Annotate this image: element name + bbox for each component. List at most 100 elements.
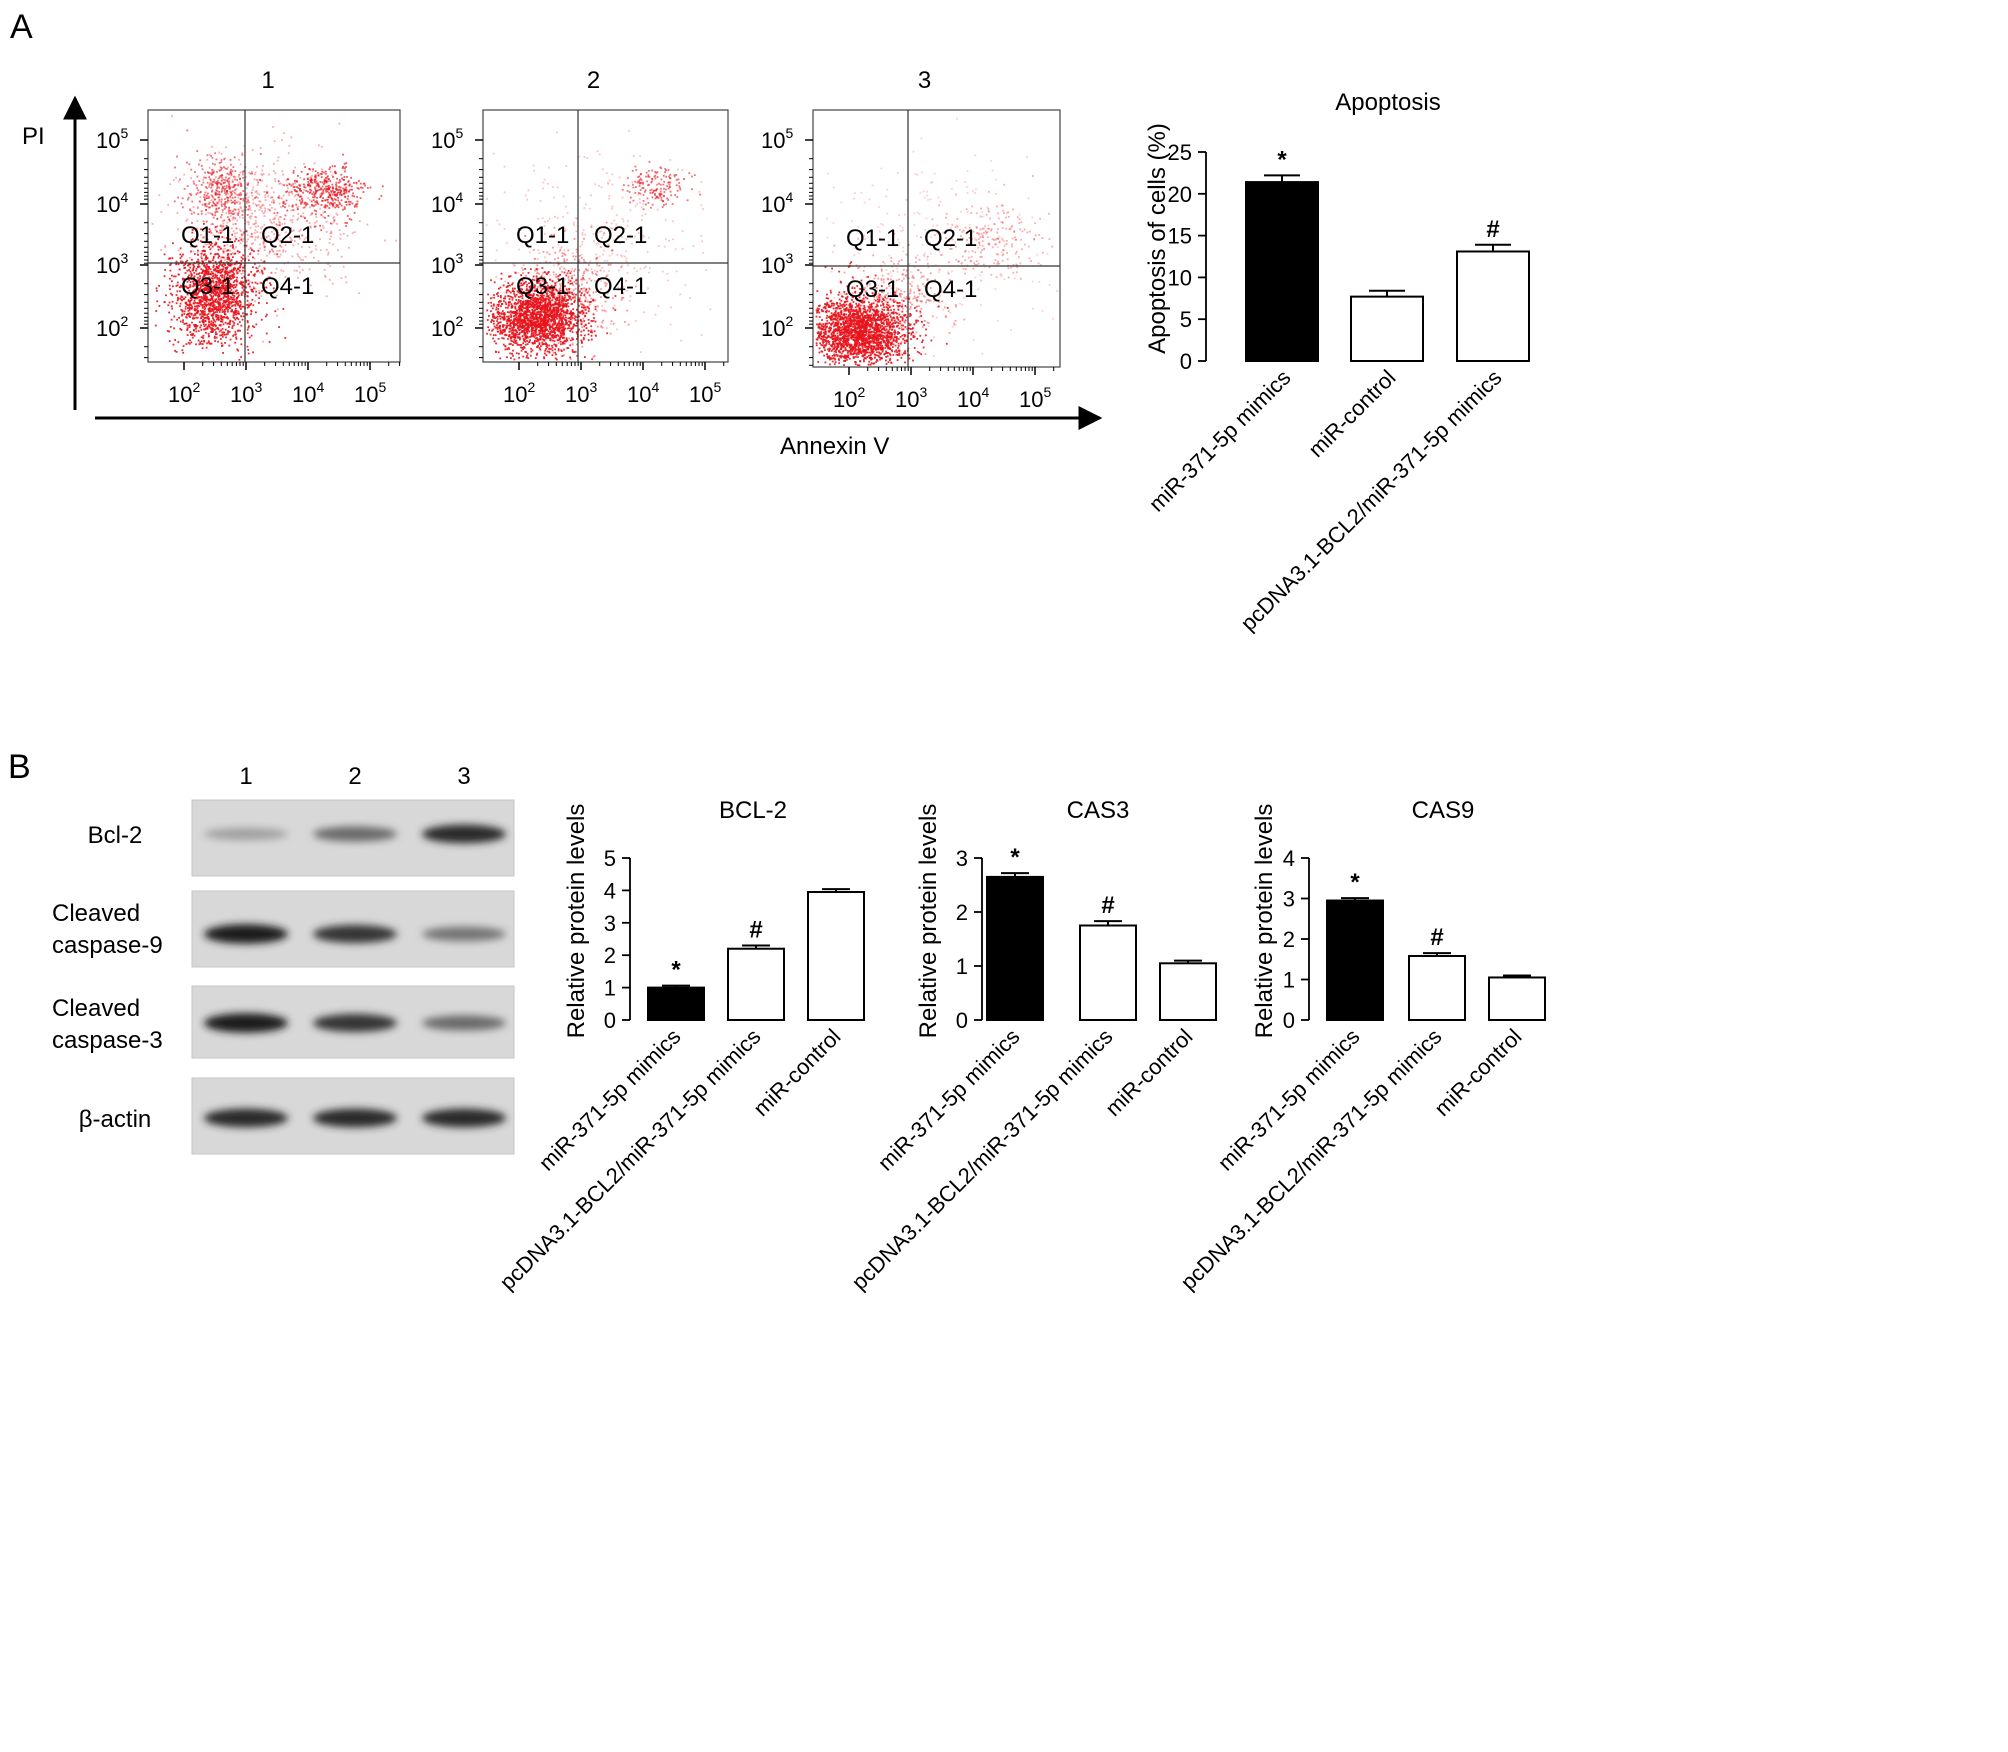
- chart-y-tick-label: 25: [1168, 140, 1192, 165]
- bar-chart-4: CAS9 Relative protein levels 0 1 2 3 4 * miR-371…: [1176, 797, 1546, 1295]
- chart-y-tick-label: 3: [604, 911, 616, 936]
- chart-category-label: miR-control: [748, 1024, 845, 1121]
- chart-category-label: miR-control: [1303, 365, 1400, 462]
- blot-lane-label: 2: [348, 763, 361, 790]
- panel-b-label: B: [8, 748, 31, 786]
- bar: [1159, 962, 1217, 1021]
- blot-band: [422, 824, 506, 844]
- blot-band: [313, 826, 397, 842]
- bar: [647, 986, 705, 1021]
- chart-y-tick-label: 1: [956, 954, 968, 979]
- chart-y-tick-label: 0: [604, 1008, 616, 1033]
- chart-y-axis-label: Relative protein levels: [915, 804, 942, 1039]
- quadrant-label: Q1-1: [846, 225, 899, 252]
- flow-plot-title: 1: [261, 67, 274, 94]
- flow-y-tick-label: 104: [431, 189, 463, 217]
- bar: [1488, 976, 1546, 1021]
- chart-y-tick-label: 2: [1283, 927, 1295, 952]
- flow-dots: [151, 115, 398, 361]
- blot-row-label: β-actin: [79, 1106, 152, 1133]
- flow-y-tick-label: 105: [96, 125, 128, 153]
- blot-row: Cleaved caspase-3: [52, 985, 515, 1059]
- bar-chart-1: Apoptosis Apoptosis of cells (%) 0 5 10 15 20 2…: [1144, 89, 1530, 636]
- blot-band: [204, 827, 288, 841]
- figure: A B PI Annexin V 1Q1-1 Q2-1Q3-1 Q4-1105104…: [8, 8, 1546, 1295]
- chart-category-label: miR-control: [1100, 1024, 1197, 1121]
- chart-y-axis-label: Relative protein levels: [563, 804, 590, 1039]
- flow-y-tick-label: 102: [96, 313, 128, 341]
- flow-x-tick-label: 104: [957, 384, 989, 412]
- quadrant-label: Q1-1: [516, 222, 569, 249]
- chart-y-tick-label: 0: [956, 1008, 968, 1033]
- significance-marker: *: [671, 957, 681, 984]
- significance-marker: #: [1430, 924, 1443, 951]
- bar: [1079, 924, 1137, 1021]
- blot-row: Cleaved caspase-9: [52, 890, 515, 968]
- flow-master-axes: PI Annexin V: [22, 95, 1103, 460]
- flow-y-tick-label: 105: [431, 125, 463, 153]
- chart-y-tick-label: 4: [604, 878, 616, 903]
- quadrant-label: Q3-1: [181, 273, 234, 300]
- chart-category-label: miR-control: [1429, 1024, 1526, 1121]
- flow-dots: [815, 117, 1058, 367]
- flow-plot-2: 2 Q1-1 Q2-1 Q3-1 Q4-1 105 104 103 102 102 103 104 10…: [431, 67, 729, 407]
- quadrant-label: Q2-1: [924, 225, 977, 252]
- chart-y-tick-label: 3: [956, 846, 968, 871]
- bar: [1350, 295, 1424, 362]
- chart-y-tick-label: 3: [1283, 887, 1295, 912]
- flow-plot-frame: [482, 109, 729, 363]
- chart-y-tick-label: 5: [604, 846, 616, 871]
- panel-a-label: A: [10, 8, 33, 46]
- chart-y-tick-label: 0: [1180, 349, 1192, 374]
- bar: [1326, 899, 1384, 1022]
- flow-x-tick-label: 104: [627, 379, 659, 407]
- flow-x-tick-label: 105: [1019, 384, 1051, 412]
- flow-x-tick-label: 102: [503, 379, 535, 407]
- blot-row: Bcl-2: [88, 799, 515, 877]
- chart-y-tick-label: 0: [1283, 1008, 1295, 1033]
- flow-y-tick-label: 104: [96, 189, 128, 217]
- quadrant-label: Q3-1: [846, 276, 899, 303]
- blot-band: [204, 924, 288, 944]
- chart-title: BCL-2: [719, 797, 787, 824]
- flow-plot-title: 2: [587, 67, 600, 94]
- flow-plot-1: 1 Q1-1 Q2-1 Q3-1 Q4-1 105 104 103 102 102 103 104 10…: [96, 67, 401, 407]
- chart-category-label: miR-371-5p mimics: [1213, 1024, 1365, 1176]
- blot-row: β-actin: [79, 1077, 515, 1155]
- quadrant-label: Q4-1: [261, 273, 314, 300]
- chart-y-axis-label: Apoptosis of cells (%): [1144, 123, 1171, 354]
- blot-row-label: Cleaved: [52, 995, 140, 1022]
- chart-y-tick-label: 20: [1168, 182, 1192, 207]
- flow-plot-3: 3 Q1-1 Q2-1 Q3-1 Q4-1 105 104 103 102 102 103 104 10…: [761, 67, 1061, 412]
- chart-category-label: miR-371-5p mimics: [534, 1024, 686, 1176]
- chart-y-tick-label: 4: [1283, 846, 1295, 871]
- chart-y-tick-label: 2: [604, 943, 616, 968]
- flow-y-tick-label: 103: [761, 250, 793, 278]
- flow-x-tick-label: 102: [168, 379, 200, 407]
- flow-x-tick-label: 102: [833, 384, 865, 412]
- significance-marker: #: [1101, 892, 1114, 919]
- quadrant-label: Q4-1: [594, 273, 647, 300]
- chart-title: Apoptosis: [1335, 89, 1440, 116]
- flow-y-tick-label: 105: [761, 125, 793, 153]
- western-blot: 1 2 3 Bcl-2 Cleaved caspase-9 Cleaved caspase-3…: [52, 763, 515, 1155]
- blot-band: [313, 924, 397, 944]
- flow-x-tick-label: 105: [354, 379, 386, 407]
- significance-marker: *: [1010, 844, 1020, 871]
- chart-y-tick-label: 5: [1180, 307, 1192, 332]
- annexin-axis-label: Annexin V: [780, 433, 889, 460]
- chart-y-axis-label: Relative protein levels: [1251, 804, 1278, 1039]
- blot-row-label: caspase-9: [52, 932, 163, 959]
- flow-x-tick-label: 103: [565, 379, 597, 407]
- chart-y-tick-label: 15: [1168, 224, 1192, 249]
- blot-band: [204, 1108, 288, 1128]
- flow-x-tick-label: 105: [689, 379, 721, 407]
- bar: [1245, 181, 1319, 362]
- flow-plot-frame: [812, 109, 1061, 368]
- quadrant-label: Q4-1: [924, 276, 977, 303]
- blot-band: [422, 926, 506, 942]
- flow-plots: 1 Q1-1 Q2-1 Q3-1 Q4-1 105 104 103 102 102 103 104 10…: [96, 67, 1061, 412]
- chart-y-tick-label: 2: [956, 900, 968, 925]
- chart-title: CAS9: [1412, 797, 1475, 824]
